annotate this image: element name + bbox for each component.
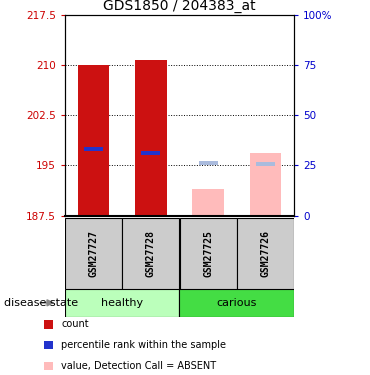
Bar: [192, 189, 224, 216]
Bar: [199, 162, 218, 165]
Bar: [237, 217, 294, 289]
Text: healthy: healthy: [101, 298, 143, 308]
Text: disease state: disease state: [4, 298, 78, 308]
Bar: [84, 147, 103, 151]
Bar: [179, 289, 294, 317]
Bar: [65, 217, 122, 289]
Bar: [141, 152, 160, 155]
Bar: [78, 65, 109, 216]
Bar: [122, 217, 179, 289]
Bar: [65, 289, 179, 317]
Title: GDS1850 / 204383_at: GDS1850 / 204383_at: [103, 0, 256, 13]
Bar: [250, 153, 281, 216]
Bar: [135, 60, 166, 216]
Text: GSM27725: GSM27725: [203, 230, 213, 277]
Text: value, Detection Call = ABSENT: value, Detection Call = ABSENT: [61, 361, 216, 370]
Text: GSM27726: GSM27726: [260, 230, 270, 277]
Text: count: count: [61, 320, 89, 329]
Text: carious: carious: [216, 298, 257, 308]
Bar: [180, 217, 236, 289]
Text: GSM27727: GSM27727: [88, 230, 98, 277]
Text: GSM27728: GSM27728: [146, 230, 156, 277]
Bar: [256, 162, 275, 166]
Text: percentile rank within the sample: percentile rank within the sample: [61, 340, 226, 350]
